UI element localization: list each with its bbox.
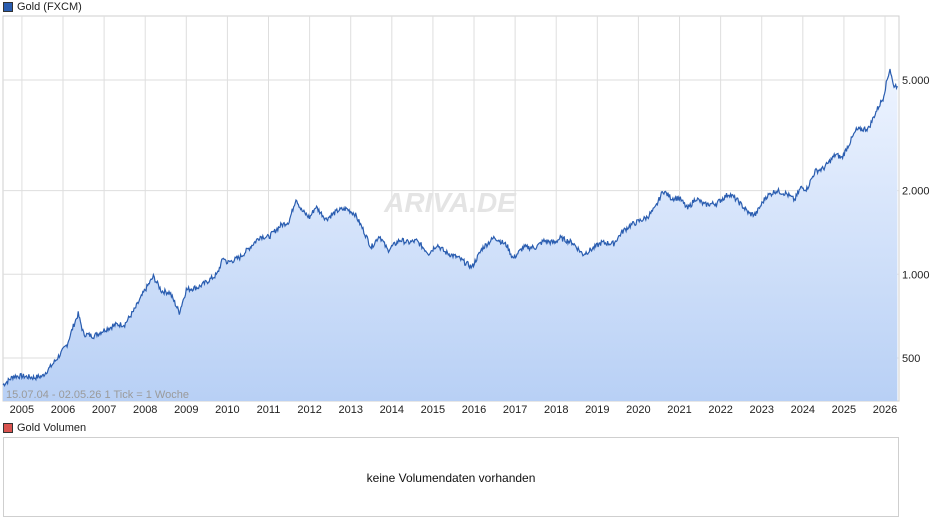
watermark: ARIVA.DE <box>383 187 517 218</box>
y-tick-label: 500 <box>902 353 920 365</box>
x-tick-label: 2021 <box>667 404 691 416</box>
x-tick-label: 2009 <box>174 404 198 416</box>
x-tick-label: 2011 <box>257 404 281 416</box>
range-info: 15.07.04 - 02.05.26 1 Tick = 1 Woche <box>6 389 189 401</box>
x-tick-label: 2020 <box>626 404 650 416</box>
x-tick-label: 2012 <box>297 404 321 416</box>
price-chart: ARIVA.DE 500 1.000 2.000 5.000 2005 2006 2007… <box>2 15 930 416</box>
volume-legend-label: Gold Volumen <box>17 422 87 434</box>
x-tick-label: 2014 <box>380 404 404 416</box>
y-tick-label: 5.000 <box>902 75 930 87</box>
y-tick-label: 1.000 <box>902 269 930 281</box>
x-tick-label: 2023 <box>749 404 773 416</box>
x-tick-label: 2024 <box>791 404 815 416</box>
x-tick-label: 2008 <box>133 404 157 416</box>
x-tick-label: 2013 <box>338 404 362 416</box>
x-tick-label: 2007 <box>92 404 116 416</box>
price-legend-swatch <box>3 2 13 12</box>
volume-legend: Gold Volumen <box>3 421 86 435</box>
price-legend-label: Gold (FXCM) <box>17 1 82 13</box>
price-area <box>3 69 898 401</box>
x-tick-label: 2025 <box>832 404 856 416</box>
volume-legend-swatch <box>3 423 13 433</box>
x-tick-label: 2022 <box>708 404 732 416</box>
x-tick-label: 2026 <box>873 404 897 416</box>
x-tick-label: 2016 <box>462 404 486 416</box>
volume-empty-message: keine Volumendaten vorhanden <box>366 471 536 485</box>
x-tick-label: 2005 <box>10 404 34 416</box>
x-tick-label: 2017 <box>503 404 527 416</box>
x-axis-labels: 2005 2006 2007 2008 2009 2010 2011 2012 2013 2014… <box>10 404 898 416</box>
price-legend: Gold (FXCM) <box>3 0 82 14</box>
x-tick-label: 2010 <box>215 404 239 416</box>
x-tick-label: 2015 <box>421 404 445 416</box>
y-axis-labels: 500 1.000 2.000 5.000 <box>902 75 930 365</box>
x-tick-label: 2006 <box>51 404 75 416</box>
price-line <box>2 68 898 388</box>
volume-panel: keine Volumendaten vorhanden <box>3 437 899 517</box>
x-tick-label: 2019 <box>585 404 609 416</box>
x-tick-label: 2018 <box>544 404 568 416</box>
y-tick-label: 2.000 <box>902 186 930 198</box>
